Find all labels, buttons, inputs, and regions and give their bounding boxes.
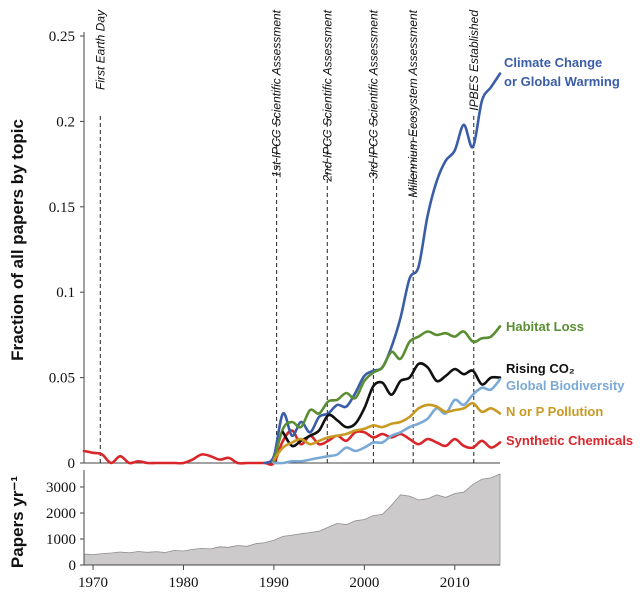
x-tick-label: 1970 [78, 575, 108, 591]
papers-y-tick-label: 0 [69, 558, 77, 574]
topic-fraction-panel: 0 0.05 0.1 0.15 0.2 0.25 First Earth Day 1st IP… [49, 9, 633, 472]
series-line [82, 429, 502, 466]
series-label: or Global Warming [504, 74, 620, 89]
y-tick-label: 0.1 [56, 285, 75, 301]
y-tick-label: 0.05 [49, 371, 75, 387]
event-label: Millennium Ecosystem Assessment [406, 9, 420, 197]
series-label: Global Biodiversity [506, 378, 625, 393]
x-tick-label: 2010 [440, 575, 470, 591]
y-tick-label: 0.15 [49, 200, 75, 216]
x-tick-label: 1980 [168, 575, 198, 591]
series-label: Rising CO₂ [506, 361, 575, 376]
papers-area [83, 473, 501, 566]
papers-y-tick-label: 2000 [46, 506, 76, 522]
y-axis-label: Fraction of all papers by topic [8, 119, 27, 361]
x-tick-label: 1990 [259, 575, 289, 591]
series-line [281, 362, 502, 448]
series-label: Habitat Loss [506, 319, 584, 334]
series-label: Climate Change [504, 55, 602, 70]
event-label: First Earth Day [93, 9, 107, 90]
y-tick-label: 0.25 [49, 29, 75, 45]
papers-axis-label: Papers yr⁻¹ [8, 476, 27, 568]
series-label: Synthetic Chemicals [506, 433, 633, 448]
event-label: IPBES Established [467, 10, 481, 111]
papers-per-year-panel: 0 1000 2000 3000 1970 1980 1990 2000 2010 [46, 470, 501, 591]
series-label: N or P Pollution [506, 404, 603, 419]
y-tick-label: 0.2 [56, 114, 75, 130]
event-label: 1st IPCC Scientific Assessment [270, 9, 284, 177]
papers-y-tick-label: 1000 [46, 532, 76, 548]
series-line [272, 325, 502, 463]
event-label: 3rd IPCC Scientific Assessment [366, 9, 380, 179]
series-line [272, 378, 502, 465]
series-line [272, 401, 502, 461]
y-tick-label: 0 [68, 456, 76, 472]
x-tick-label: 2000 [349, 575, 379, 591]
event-label: 2nd IPCC Scientific Assessment [320, 9, 334, 182]
papers-y-tick-label: 3000 [46, 480, 76, 496]
